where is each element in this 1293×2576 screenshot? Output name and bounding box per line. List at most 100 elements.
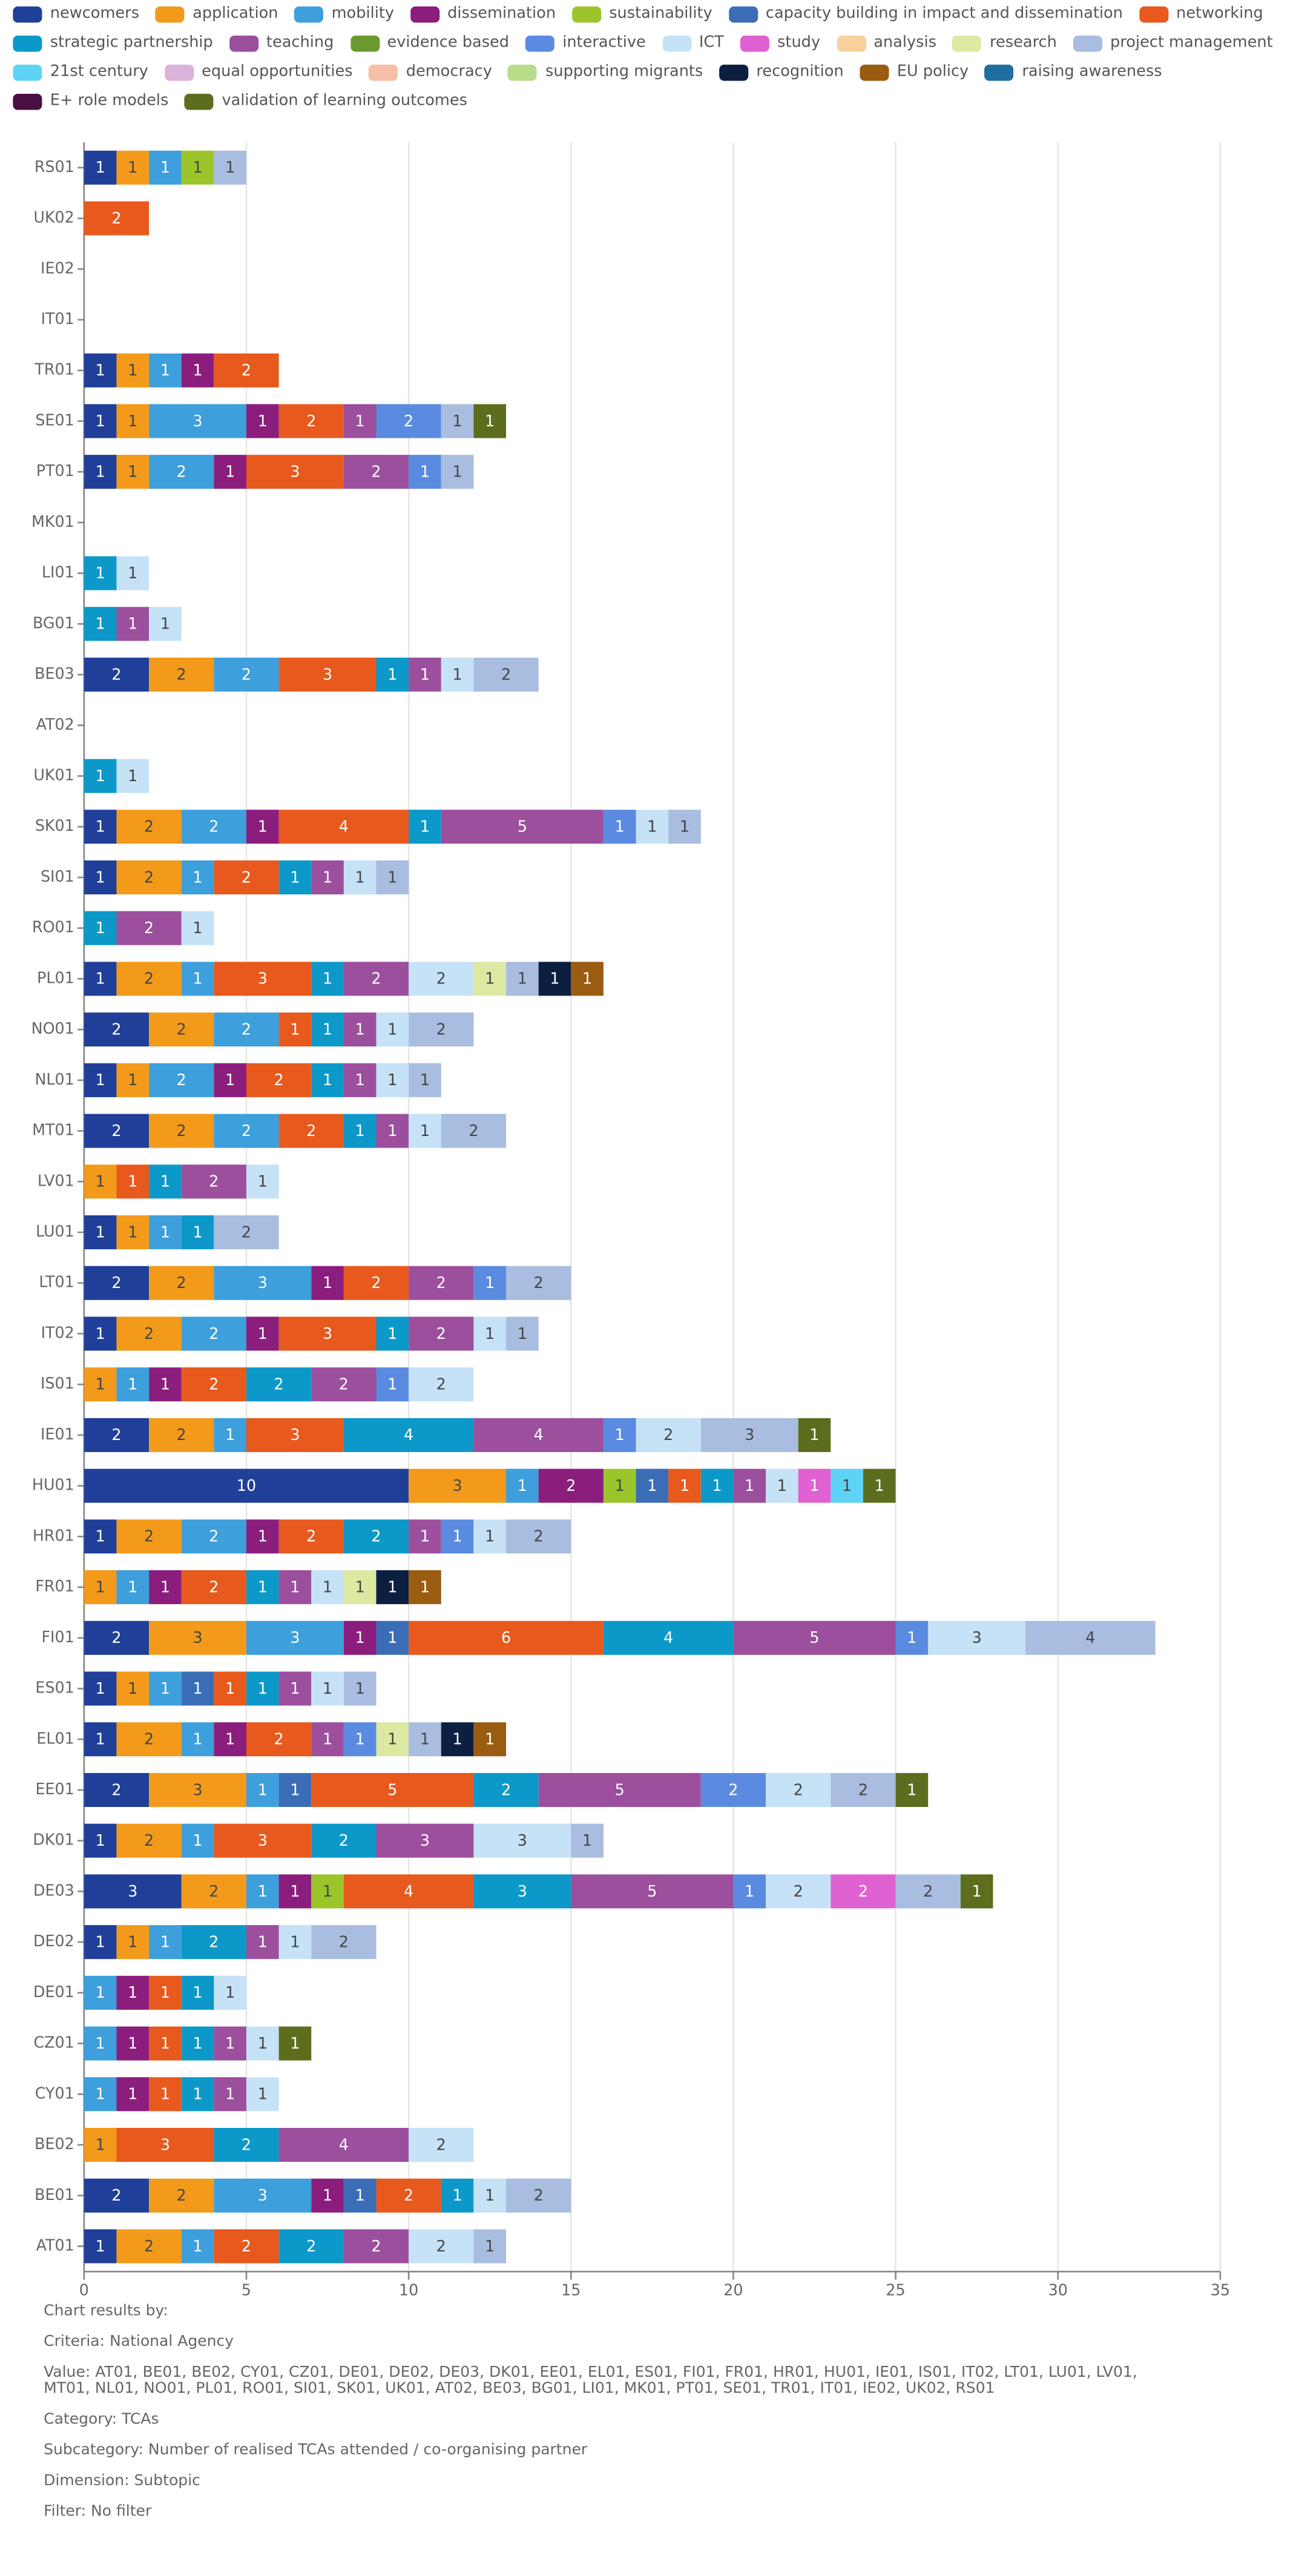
bar-segment — [149, 404, 246, 438]
bar-segment — [733, 1620, 896, 1655]
value-label: 3 — [258, 969, 268, 988]
value-label: 1 — [355, 1730, 365, 1748]
bar-segment — [278, 2026, 312, 2061]
value-label: 1 — [192, 2237, 202, 2255]
bar-segment — [473, 1874, 571, 1909]
value-label: 2 — [371, 969, 381, 988]
bar-segment — [278, 1012, 312, 1047]
value-label: 2 — [858, 1780, 868, 1798]
bar-segment — [246, 404, 279, 438]
bar-segment — [84, 1114, 150, 1148]
legend-swatch — [410, 5, 439, 22]
footer: Chart results by: Criteria: National Agen… — [44, 2302, 1175, 2535]
bar-segment — [863, 1468, 896, 1503]
bar-segment — [278, 860, 312, 894]
bar-segment — [571, 962, 604, 996]
footer-line: Dimension: Subtopic — [44, 2472, 200, 2490]
bar-segment — [376, 2178, 441, 2213]
legend-label: capacity building in impact and dissemin… — [765, 5, 1123, 23]
bar-segment — [409, 1620, 604, 1655]
bar-segment — [506, 1316, 539, 1351]
footer-line: Chart results by: — [44, 2302, 168, 2320]
value-label: 1 — [192, 969, 202, 988]
legend-swatch — [164, 64, 194, 81]
bar-segment — [278, 1519, 344, 1554]
bar-segment — [311, 962, 344, 996]
bar-segment — [116, 1164, 150, 1199]
value-label: 4 — [404, 1425, 413, 1444]
value-label: 2 — [209, 1172, 219, 1191]
bar-segment — [473, 404, 507, 438]
bar-segment — [441, 810, 604, 844]
legend-label: supporting migrants — [545, 63, 703, 81]
value-label: 1 — [128, 1983, 137, 2001]
y-tick-label: LT01 — [39, 1273, 74, 1291]
y-tick-label: PT01 — [36, 461, 74, 480]
legend-label: ICT — [699, 34, 724, 52]
legend-label: raising awareness — [1022, 63, 1162, 81]
legend-label: research — [990, 34, 1057, 52]
bar-segment — [831, 1874, 896, 1909]
bar-segment — [149, 1620, 246, 1655]
bar-segment — [473, 2178, 507, 2213]
bar-segment — [149, 1418, 214, 1452]
value-label: 1 — [128, 158, 137, 176]
value-label: 5 — [518, 817, 527, 836]
bar-segment — [376, 1367, 409, 1402]
value-label: 1 — [96, 1071, 105, 1089]
y-tick-label: IT01 — [41, 309, 74, 328]
value-label: 1 — [745, 1476, 754, 1494]
value-label: 1 — [128, 1932, 137, 1950]
bar-segment — [376, 1823, 474, 1858]
bar-segment — [84, 1012, 150, 1047]
value-label: 1 — [355, 1628, 365, 1646]
bar-segment — [116, 353, 150, 388]
bar-segment — [116, 1570, 150, 1605]
legend-item: validation of learning outcomes — [185, 89, 467, 113]
bar-segment — [149, 1772, 246, 1808]
value-label: 1 — [258, 2034, 268, 2052]
bar-segment — [84, 1316, 117, 1351]
legend-label: validation of learning outcomes — [222, 92, 467, 110]
value-label: 1 — [96, 817, 105, 836]
bar-segment — [246, 455, 344, 489]
value-label: 1 — [323, 868, 332, 886]
value-label: 2 — [339, 1375, 349, 1393]
bar-segment — [441, 1519, 474, 1554]
bar-segment — [409, 1570, 441, 1605]
bar-segment — [571, 1874, 734, 1909]
value-label: 1 — [192, 2085, 202, 2103]
bar-segment — [343, 1266, 409, 1300]
bar-segment — [831, 1468, 863, 1503]
value-label: 2 — [436, 969, 446, 988]
legend-label: sustainability — [609, 5, 712, 23]
bar-segment — [214, 1215, 279, 1250]
bar-segment — [181, 2229, 214, 2264]
value-label: 1 — [160, 1932, 170, 1950]
bar-segment — [116, 1316, 182, 1351]
y-tick-label: DE03 — [33, 1881, 74, 1899]
bar-segment — [571, 1823, 604, 1858]
value-label: 2 — [306, 412, 316, 430]
y-tick-label: PL01 — [37, 968, 74, 986]
legend-label: analysis — [874, 34, 936, 52]
bar-segment — [84, 1874, 182, 1909]
legend: newcomers application mobility disseminatio… — [13, 2, 1281, 113]
bar-segment — [214, 860, 279, 894]
value-label: 2 — [177, 665, 186, 683]
value-label: 1 — [387, 1324, 397, 1342]
value-label: 1 — [387, 665, 397, 683]
value-label: 1 — [128, 615, 137, 633]
value-label: 2 — [274, 1375, 284, 1393]
legend-swatch — [525, 35, 554, 51]
legend-item: sustainability — [571, 2, 712, 26]
value-label: 2 — [274, 1071, 284, 1089]
value-label: 2 — [242, 1121, 251, 1140]
bar-segment — [214, 1975, 246, 2010]
bar-segment — [311, 1063, 344, 1097]
bar-segment — [214, 2026, 246, 2061]
bar-segment — [798, 1468, 831, 1503]
bar-segment — [343, 1012, 377, 1047]
bar-segment — [343, 1063, 377, 1097]
value-label: 1 — [160, 1577, 170, 1596]
